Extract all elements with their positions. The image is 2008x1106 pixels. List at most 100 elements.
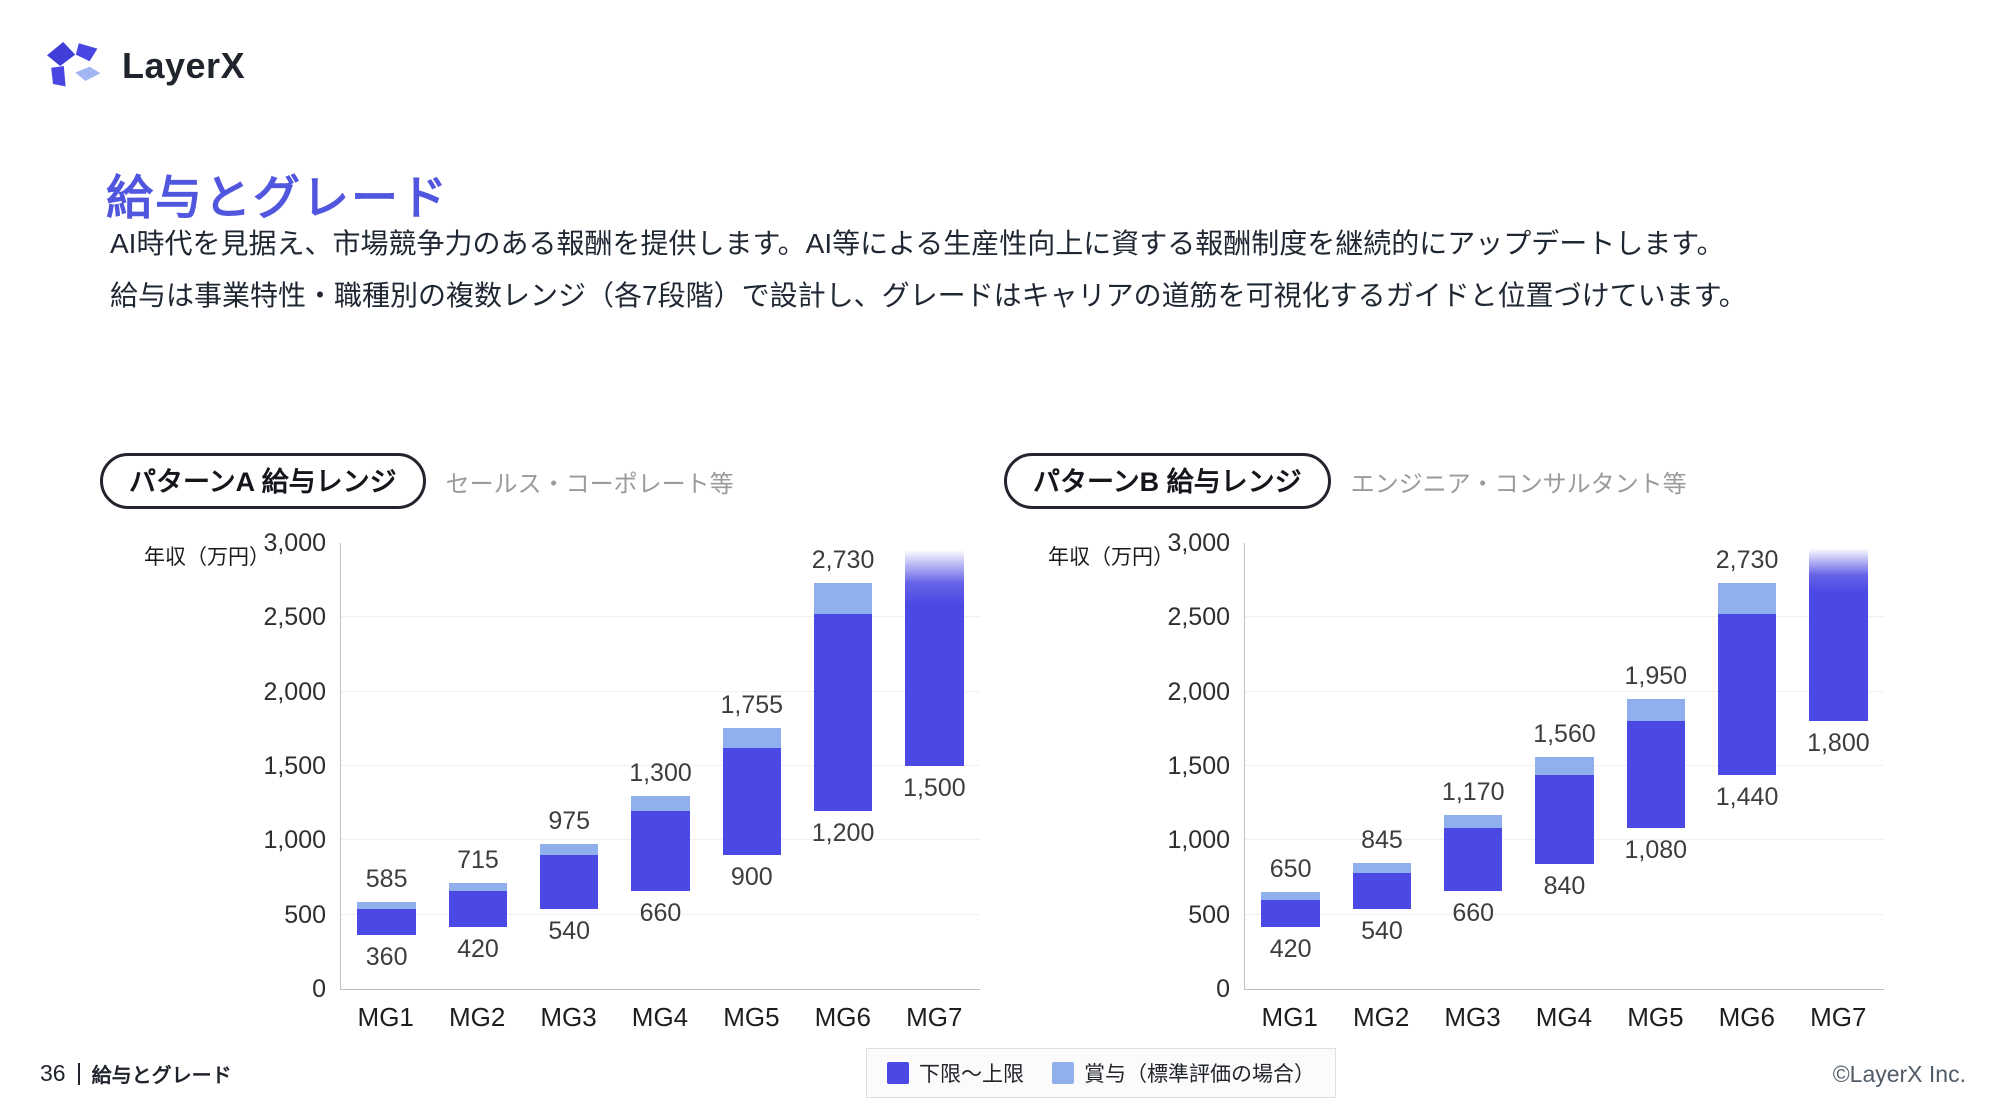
layerx-logo-icon	[47, 42, 101, 87]
chart-a-subtitle: セールス・コーポレート等	[445, 470, 734, 498]
bonus-bar-mg4	[1535, 757, 1594, 775]
bar-bottom-value-mg7: 1,800	[1807, 729, 1870, 758]
chart-a-y-axis: 年収（万円） 0 500 1,000 1,500 2,000 2,500 3,000	[100, 529, 340, 1003]
y-tick-label: 0	[1216, 975, 1230, 1003]
y-tick-label: 500	[1188, 900, 1230, 929]
x-tick-label-mg5: MG5	[723, 1002, 780, 1032]
bonus-bar-mg5	[1626, 699, 1685, 722]
gridline	[341, 765, 980, 766]
bonus-bar-mg6	[1717, 583, 1777, 615]
bonus-bar-mg4	[631, 795, 690, 811]
range-bar-mg4	[1535, 774, 1594, 865]
bar-group-mg2: 715 420	[432, 543, 523, 989]
copyright: ©LayerX Inc.	[1832, 1061, 1966, 1087]
range-swatch	[887, 1062, 909, 1084]
range-bar-mg3	[1443, 828, 1503, 891]
bar-bottom-value-mg4: 840	[1543, 872, 1586, 901]
range-bar-mg6	[1717, 614, 1777, 775]
bonus-bar-mg1	[1261, 892, 1320, 900]
x-tick-label-mg2: MG2	[1352, 1002, 1410, 1032]
legend-label-range: 下限〜上限	[919, 1063, 1024, 1086]
y-tick-label: 2,500	[263, 603, 326, 632]
bar-bottom-value-mg2: 420	[457, 934, 499, 963]
bar-group-mg6: 2,730 1,200	[797, 543, 888, 989]
bonus-swatch	[1052, 1062, 1074, 1084]
legend-label-bonus: 賞与（標準評価の場合）	[1084, 1063, 1315, 1086]
x-tick-label-mg3: MG3	[1444, 1002, 1501, 1032]
y-tick-label: 2,500	[1167, 603, 1230, 632]
gridline	[1245, 690, 1884, 692]
bar-top-value-mg1: 585	[365, 865, 408, 894]
chart-b-pill: パターンB 給与レンジ	[1004, 453, 1331, 509]
bar-top-value-mg5: 1,755	[720, 691, 784, 720]
range-bar-mg3	[539, 855, 599, 909]
x-tick-label-mg2: MG2	[448, 1002, 506, 1032]
x-tick-label-mg4: MG4	[631, 1002, 689, 1032]
legend-item-range: 下限〜上限	[887, 1058, 1024, 1088]
chart-a-plot-area: 585 360 715 420 975 540 1,300 660 1,755 900 2,730 1…	[340, 543, 980, 990]
range-bar-mg1	[357, 908, 416, 936]
bar-top-value-mg6: 2,730	[1715, 546, 1779, 575]
bar-bottom-value-mg3: 660	[1452, 898, 1495, 927]
gridline	[341, 913, 980, 915]
bar-bottom-value-mg1: 360	[365, 943, 408, 972]
bar-group-mg3: 1,170 660	[1428, 543, 1519, 989]
chart-b-y-axis: 年収（万円） 0 500 1,000 1,500 2,000 2,500 3,000	[1004, 529, 1244, 1003]
layerx-logo: LayerX	[46, 36, 245, 96]
bar-group-mg7: 1,800	[1793, 543, 1884, 989]
range-bar-mg5	[1626, 721, 1685, 829]
bonus-bar-mg2	[448, 882, 508, 891]
footer-divider	[77, 1062, 80, 1085]
range-bar-mg7	[905, 543, 964, 766]
intro-paragraph: AI時代を見据え、市場競争力のある報酬を提供します。AI等による生産性向上に資す…	[110, 218, 1870, 323]
x-tick-label-mg6: MG6	[814, 1002, 871, 1032]
bar-group-mg1: 650 420	[1245, 543, 1336, 989]
gridline	[341, 690, 980, 692]
range-bar-mg7	[1809, 543, 1868, 722]
y-tick-label: 1,000	[1167, 826, 1230, 855]
chart-b-x-labels: MG1 MG2 MG3 MG4 MG5 MG6 MG7	[1244, 1002, 1884, 1033]
range-bar-mg2	[448, 890, 508, 927]
bar-group-mg4: 1,300 660	[615, 543, 706, 989]
chart-b-body: 年収（万円） 0 500 1,000 1,500 2,000 2,500 3,000 650…	[1004, 529, 1884, 1003]
bar-top-value-mg4: 1,560	[1533, 720, 1596, 749]
y-axis-label: 年収（万円）	[144, 546, 270, 569]
bar-top-value-mg3: 975	[548, 807, 591, 836]
chart-pattern-b: パターンB 給与レンジ エンジニア・コンサルタント等 年収（万円） 0 500 1,…	[1004, 453, 1884, 1033]
y-tick-label: 1,500	[263, 752, 326, 780]
bar-bottom-value-mg3: 540	[548, 916, 591, 945]
bar-group-mg7: 1,500	[889, 543, 980, 989]
chart-a-x-labels: MG1 MG2 MG3 MG4 MG5 MG6 MG7	[340, 1002, 980, 1033]
range-bar-mg1	[1261, 899, 1320, 927]
chart-pattern-a: パターンA 給与レンジ セールス・コーポレート等 年収（万円） 0 500 1,00…	[100, 453, 980, 1033]
bar-top-value-mg1: 650	[1269, 855, 1312, 884]
bar-bottom-value-mg5: 900	[730, 863, 773, 892]
y-tick-label: 1,500	[1167, 752, 1230, 780]
bar-group-mg5: 1,950 1,080	[1610, 543, 1701, 989]
y-tick-label: 2,000	[1167, 677, 1230, 706]
bar-bottom-value-mg6: 1,440	[1715, 782, 1779, 811]
x-tick-label-mg1: MG1	[1261, 1002, 1318, 1032]
chart-a-body: 年収（万円） 0 500 1,000 1,500 2,000 2,500 3,000 585…	[100, 529, 980, 1003]
range-bar-mg2	[1352, 873, 1412, 909]
bar-top-value-mg4: 1,300	[629, 758, 692, 787]
gridline	[1245, 616, 1884, 618]
bar-group-mg6: 2,730 1,440	[1701, 543, 1792, 989]
x-tick-label-mg5: MG5	[1627, 1002, 1684, 1032]
bar-bottom-value-mg7: 1,500	[903, 774, 966, 802]
bar-group-mg5: 1,755 900	[706, 543, 797, 989]
bar-group-mg2: 845 540	[1336, 543, 1427, 989]
range-bar-mg6	[813, 614, 873, 811]
x-tick-label-mg4: MG4	[1535, 1002, 1593, 1032]
bar-bottom-value-mg2: 540	[1361, 916, 1403, 945]
bar-bottom-value-mg4: 660	[639, 898, 682, 927]
gridline	[341, 616, 980, 618]
bar-group-mg1: 585 360	[341, 543, 432, 989]
bonus-bar-mg2	[1352, 863, 1412, 874]
chart-a-pill: パターンA 給与レンジ	[100, 453, 426, 509]
range-bar-mg5	[722, 748, 781, 856]
bonus-bar-mg1	[357, 902, 416, 909]
legend-item-bonus: 賞与（標準評価の場合）	[1052, 1058, 1315, 1088]
bar-top-value-mg6: 2,730	[811, 546, 875, 575]
bar-bottom-value-mg6: 1,200	[811, 818, 875, 847]
